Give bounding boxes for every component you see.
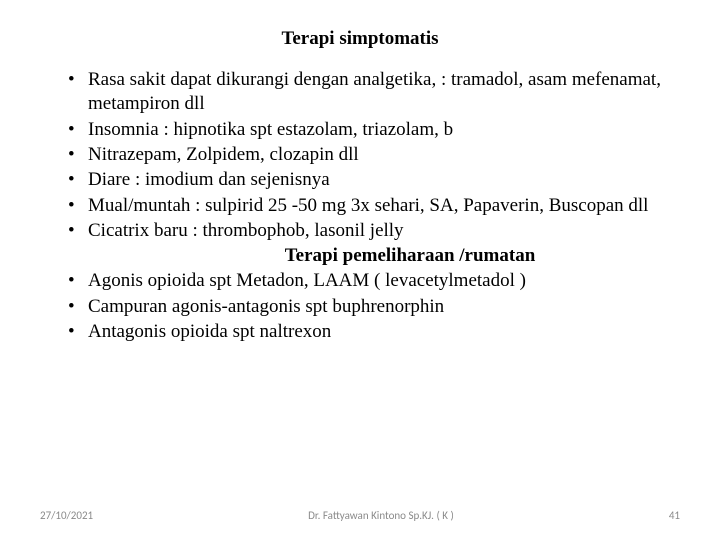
list-item: Cicatrix baru : thrombophob, lasonil jel… (68, 219, 680, 243)
footer-date: 27/10/2021 (40, 509, 93, 522)
list-item: Antagonis opioida spt naltrexon (68, 320, 680, 344)
list-item: Agonis opioida spt Metadon, LAAM ( levac… (68, 269, 680, 293)
footer-author: Dr. Fattyawan Kintono Sp.KJ. ( K ) (93, 509, 669, 522)
bullet-list-2: Agonis opioida spt Metadon, LAAM ( levac… (40, 269, 680, 344)
footer: 27/10/2021 Dr. Fattyawan Kintono Sp.KJ. … (40, 509, 680, 522)
list-item: Campuran agonis-antagonis spt buphrenorp… (68, 295, 680, 319)
bullet-list-1: Rasa sakit dapat dikurangi dengan analge… (40, 68, 680, 243)
list-item: Mual/muntah : sulpirid 25 -50 mg 3x seha… (68, 194, 680, 218)
footer-page: 41 (669, 509, 680, 522)
list-item: Rasa sakit dapat dikurangi dengan analge… (68, 68, 680, 117)
title-1: Terapi simptomatis (40, 28, 680, 50)
list-item: Diare : imodium dan sejenisnya (68, 168, 680, 192)
title-2: Terapi pemeliharaan /rumatan (140, 245, 680, 267)
list-item: Insomnia : hipnotika spt estazolam, tria… (68, 118, 680, 142)
list-item: Nitrazepam, Zolpidem, clozapin dll (68, 143, 680, 167)
